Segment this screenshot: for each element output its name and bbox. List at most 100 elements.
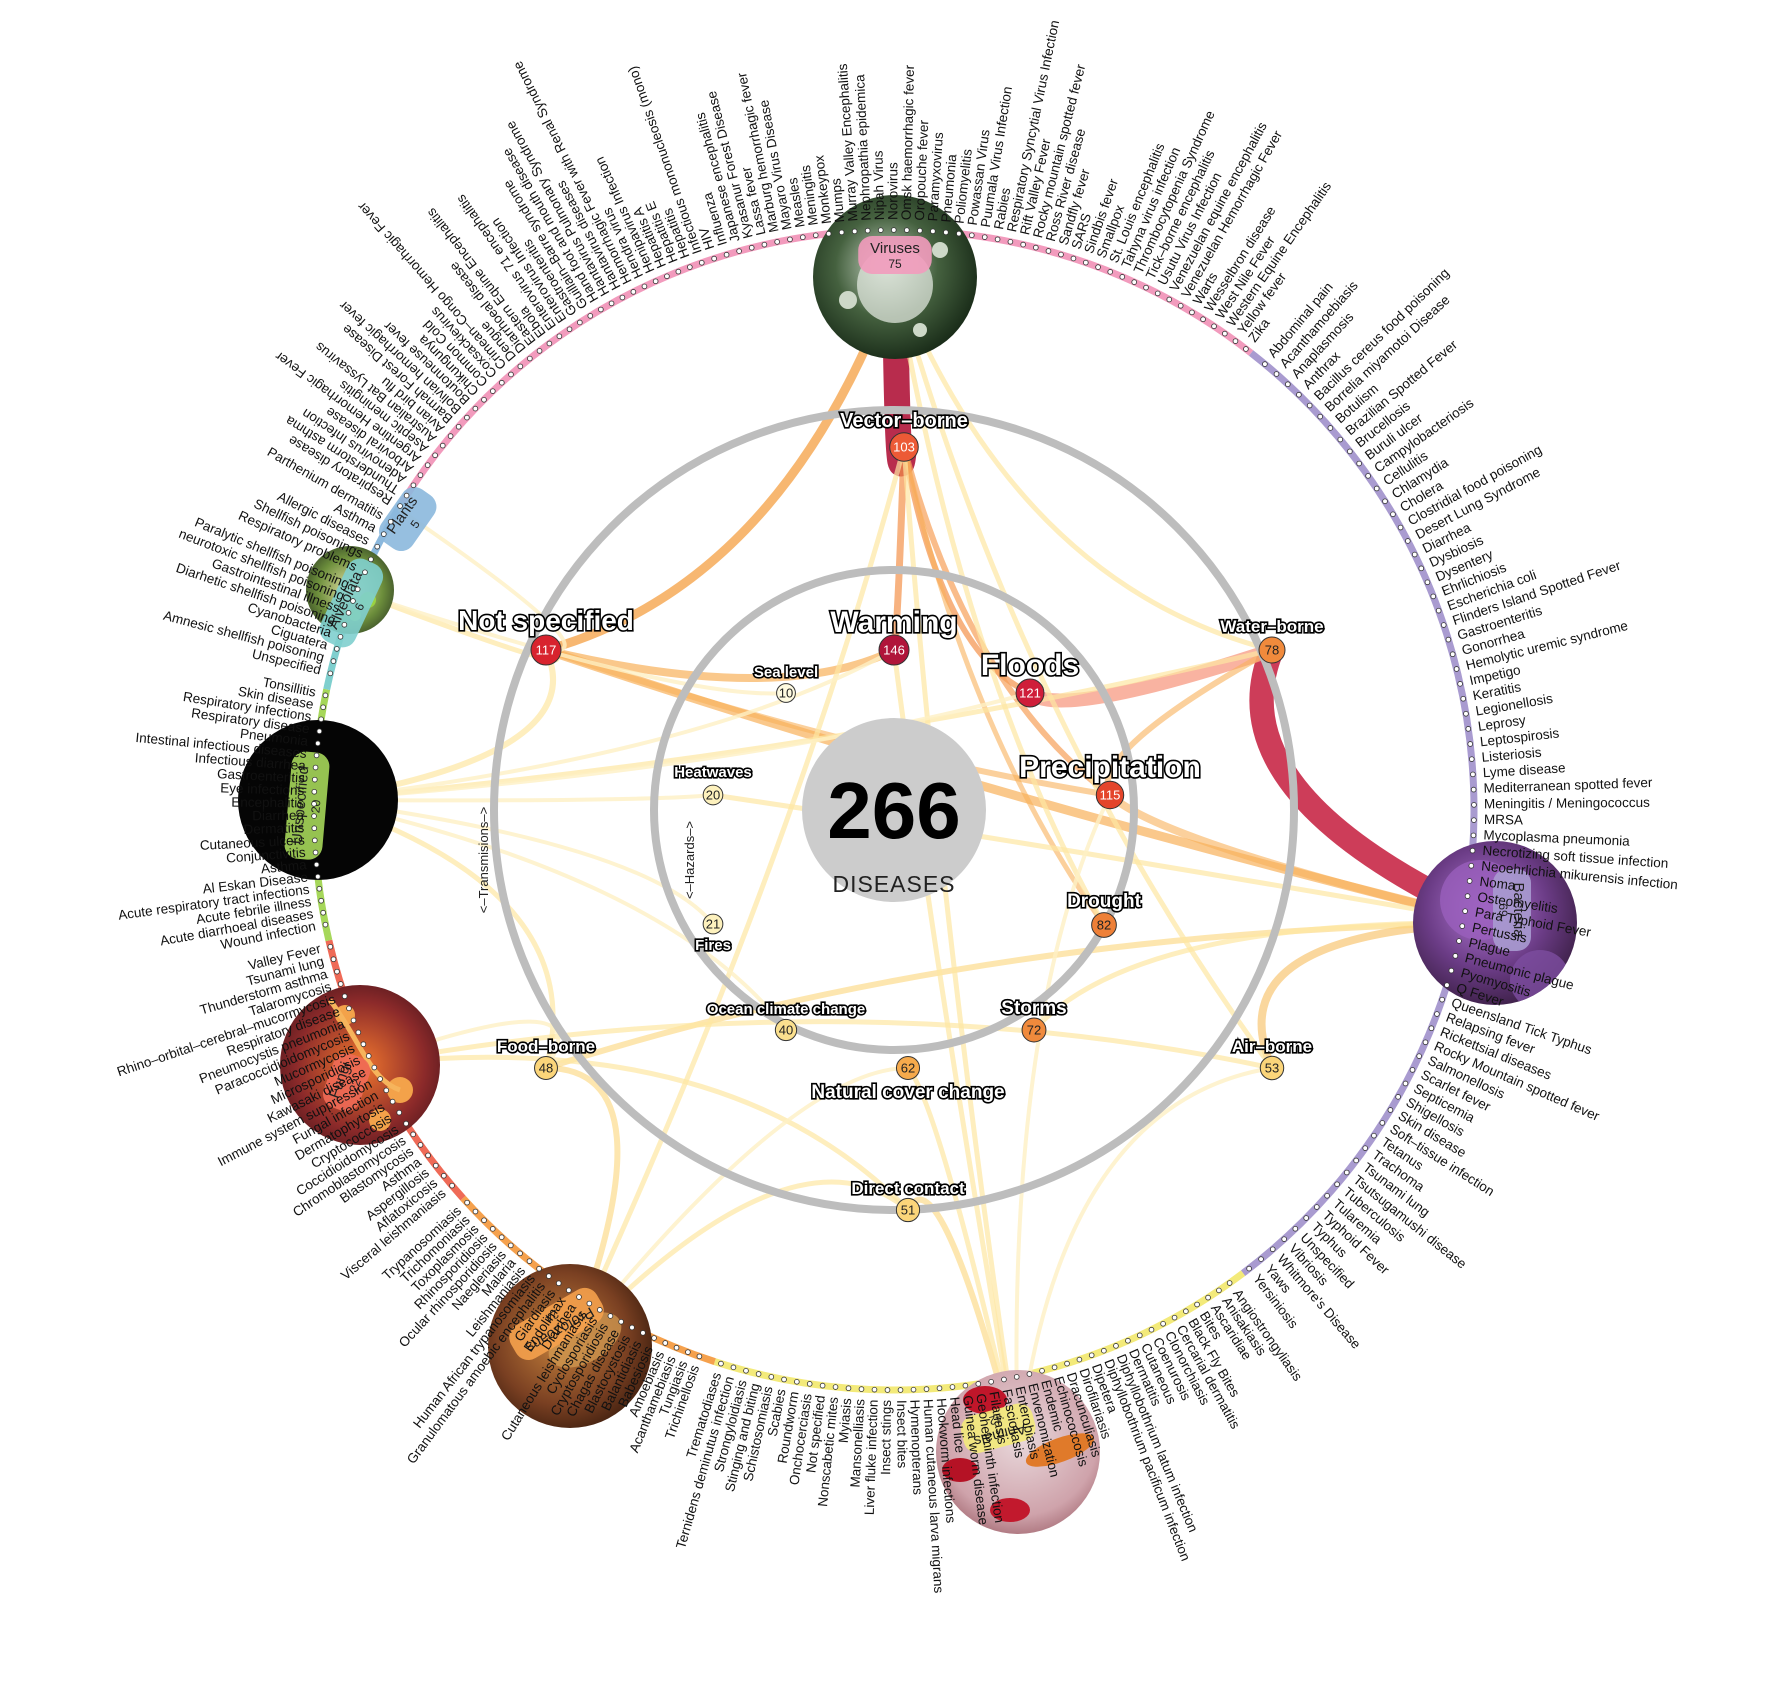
disease-dot [464, 1199, 470, 1206]
disease-dot [641, 283, 648, 290]
hazard-count: 82 [1097, 918, 1111, 933]
disease-label-bacteria: Noma [1479, 874, 1517, 893]
disease-dot [812, 232, 819, 239]
link-13 [1106, 791, 1499, 927]
disease-label-animals: Insect bites [894, 1400, 910, 1469]
disease-dot [1453, 666, 1460, 672]
disease-dot [360, 1041, 367, 1048]
group-count: 22 [346, 1077, 364, 1095]
link-33 [316, 798, 788, 1032]
hazard-name: Sea level [754, 664, 818, 681]
disease-dot [313, 861, 320, 868]
transmission-node-direct-contact: 51 Direct contact [850, 1177, 967, 1223]
transmission-node-not-specified: 117 Not specified [456, 603, 636, 666]
disease-dot [526, 1258, 533, 1264]
hazard-count: 21 [706, 917, 720, 932]
disease-dot [685, 1349, 691, 1355]
disease-dot [1222, 330, 1228, 337]
disease-dot [403, 1120, 409, 1127]
hazard-count: 72 [1027, 1023, 1041, 1038]
disease-dot [794, 1379, 800, 1385]
disease-dot [962, 1382, 969, 1389]
transmission-marker [534, 1056, 558, 1080]
disease-dot [1468, 863, 1475, 869]
disease-dot [871, 1386, 878, 1393]
disease-dot [969, 232, 975, 239]
transmission-count: 117 [536, 643, 557, 658]
hazard-name: Warming [830, 606, 957, 639]
disease-dot [1462, 908, 1468, 914]
disease-dot [774, 239, 780, 245]
disease-dot [904, 227, 910, 233]
disease-dot [455, 423, 462, 430]
disease-dot [1471, 802, 1477, 808]
disease-label-viruses: HIV [696, 226, 717, 252]
disease-dot [1459, 923, 1466, 929]
transmission-name: Direct contact [851, 1179, 965, 1198]
disease-dot [1166, 296, 1173, 303]
disease-dot [433, 1162, 439, 1169]
disease-label-unspecified: Diarrhea [252, 808, 304, 824]
transmission-name: Food–borne [497, 1037, 595, 1056]
disease-dot [1405, 538, 1411, 544]
disease-dot [1469, 847, 1476, 854]
disease-dot [1088, 1352, 1095, 1359]
transmissions-ring-label: <–Transmisions–> [476, 807, 491, 913]
disease-dot [1033, 244, 1039, 251]
hazard-node-heatwaves: 20 Heatwaves [673, 762, 753, 806]
disease-dot [1435, 607, 1442, 614]
disease-dot [365, 1053, 372, 1059]
hazard-name: Floods [981, 649, 1079, 682]
disease-dot [698, 259, 705, 266]
disease-dot [917, 227, 923, 234]
disease-dot [598, 306, 604, 313]
disease-dot [743, 1367, 749, 1374]
disease-dot [1148, 1326, 1155, 1333]
disease-dot [507, 1242, 514, 1249]
disease-dot [536, 348, 543, 354]
disease-dot [320, 704, 326, 711]
transmission-name: Not specified [458, 605, 634, 636]
disease-dot [1422, 1039, 1429, 1046]
hazard-marker [1095, 780, 1125, 810]
disease-dot [1205, 1294, 1211, 1301]
disease-dot [730, 1364, 737, 1371]
disease-dot [1416, 1053, 1422, 1059]
disease-dot [1387, 1107, 1394, 1113]
disease-dot [1131, 279, 1138, 285]
transmission-node-water-borne: 78 Water–borne [1219, 615, 1325, 664]
disease-dot [687, 264, 693, 270]
disease-dot [723, 251, 730, 258]
hazard-count: 20 [706, 788, 720, 803]
hazard-name: Drought [1067, 891, 1142, 912]
disease-dot [819, 1382, 826, 1389]
disease-dot [1362, 1145, 1369, 1151]
disease-dot [327, 670, 334, 677]
hazard-name: Natural cover change [811, 1082, 1004, 1103]
disease-dot [337, 633, 344, 640]
hazard-name: Heatwaves [674, 764, 752, 781]
disease-dot [1327, 425, 1334, 431]
hazard-marker [774, 1018, 798, 1042]
disease-label-viruses: Rabies [991, 186, 1013, 230]
disease-dot [566, 326, 573, 333]
disease-dot [1334, 1181, 1340, 1188]
disease-dot [320, 909, 326, 916]
hazard-node-storms: 72 Storms [1000, 996, 1068, 1043]
disease-dot [825, 230, 832, 237]
disease-dot [630, 289, 637, 295]
hazard-count: 121 [1019, 686, 1041, 701]
link-32 [348, 588, 788, 696]
disease-dot [608, 300, 615, 307]
disease-dot [1200, 316, 1206, 323]
disease-dot [315, 873, 321, 880]
disease-dot [1371, 1132, 1377, 1139]
disease-dot [556, 333, 563, 340]
group-count: 20 [308, 799, 323, 814]
disease-dot [311, 825, 318, 832]
disease-label-viruses: Mumps [828, 177, 847, 223]
group-name: Unspecified [289, 765, 313, 845]
